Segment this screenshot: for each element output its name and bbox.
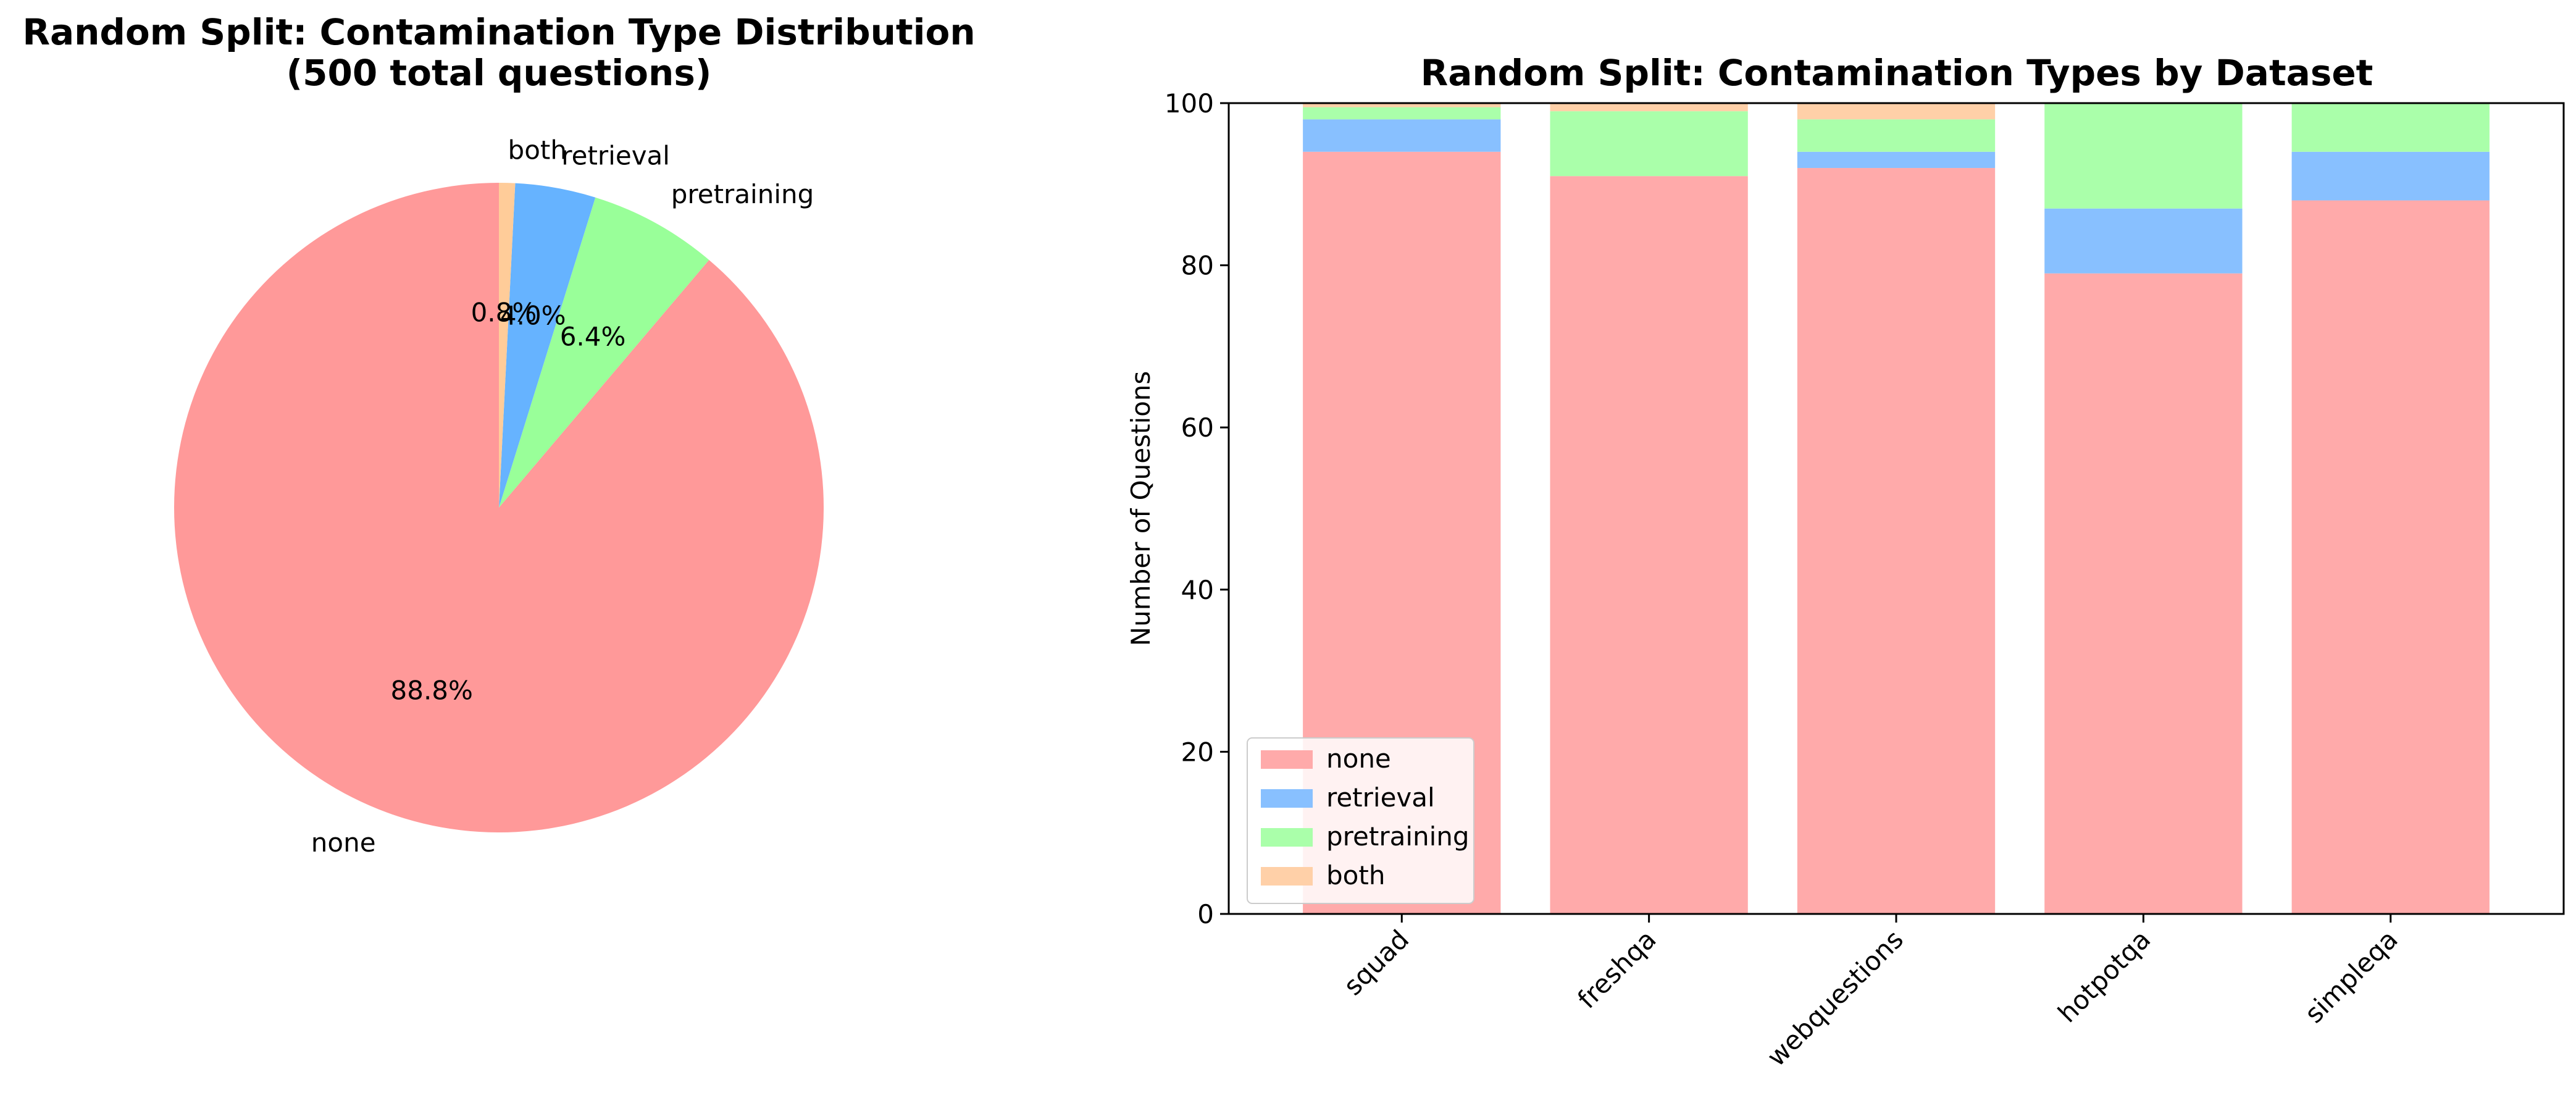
y-tick-label: 40 [1181,575,1214,605]
bar-hotpotqa-none [2044,273,2243,915]
pie-pct-none: 88.8% [391,675,473,705]
x-tick-label-webquestions: webquestions [1761,924,1909,1072]
pie-label-retrieval: retrieval [561,140,670,170]
y-tick-label: 100 [1165,88,1214,119]
legend-box [1247,737,1474,904]
legend-label-none: none [1326,743,1391,774]
pie-slice-pretraining [499,197,709,508]
legend-swatch-none [1261,750,1313,769]
bar-freshqa-none [1550,176,1748,914]
y-tick-label: 80 [1181,251,1214,281]
legend-swatch-both [1261,867,1313,886]
bar-squad-both [1303,103,1501,107]
pie-label-pretraining: pretraining [671,179,814,209]
bar-webquestions-pretraining [1797,119,1996,152]
x-tick-label-squad: squad [1337,924,1415,1001]
bar-title: Random Split: Contamination Types by Dat… [1421,52,2373,94]
pie-subtitle: (500 total questions) [286,52,712,94]
legend-label-retrieval: retrieval [1326,782,1435,813]
x-tick-label-freshqa: freshqa [1571,924,1662,1014]
bar-hotpotqa-retrieval [2044,208,2243,274]
pie-pct-retrieval: 4.0% [500,300,566,330]
bar-webquestions-both [1797,103,1996,120]
pie-pct-both: 0.8% [471,297,537,327]
legend-label-both: both [1326,860,1385,890]
legend-swatch-retrieval [1261,789,1313,808]
pie-chart: Random Split: Contamination Type Distrib… [22,11,975,858]
bar-squad-retrieval [1303,119,1501,152]
y-tick-label: 20 [1181,737,1214,767]
pie-slice-retrieval [499,183,596,508]
bar-simpleqa-none [2291,200,2490,914]
bar-simpleqa-pretraining [2291,103,2490,152]
bar-webquestions-retrieval [1797,151,1996,169]
bar-chart: Random Split: Contamination Types by Dat… [1126,52,2565,1072]
bar-simpleqa-retrieval [2291,151,2490,201]
bar-hotpotqa-pretraining [2044,103,2243,209]
pie-title: Random Split: Contamination Type Distrib… [22,11,975,53]
y-tick-label: 60 [1181,412,1214,443]
legend-label-pretraining: pretraining [1326,821,1470,852]
y-tick-label: 0 [1197,899,1214,929]
pie-label-both: both [508,135,567,165]
y-axis-label: Number of Questions [1126,371,1156,647]
pie-slice-both [499,183,516,508]
legend-swatch-pretraining [1261,828,1313,847]
bar-squad-pretraining [1303,107,1501,120]
bar-freshqa-pretraining [1550,111,1748,177]
bar-freshqa-both [1550,103,1748,112]
bar-marks [1303,103,2490,915]
pie-slices [174,183,824,832]
pie-labels: none 88.8% pretraining 6.4% retrieval 4.0% bot… [311,135,814,858]
pie-pct-pretraining: 6.4% [560,321,626,351]
pie-label-none: none [311,827,376,858]
x-tick-label-hotpotqa: hotpotqa [2052,924,2156,1028]
bar-webquestions-none [1797,168,1996,914]
legend: none retrieval pretraining both [1247,737,1474,904]
x-tick-label-simpleqa: simpleqa [2299,924,2404,1029]
